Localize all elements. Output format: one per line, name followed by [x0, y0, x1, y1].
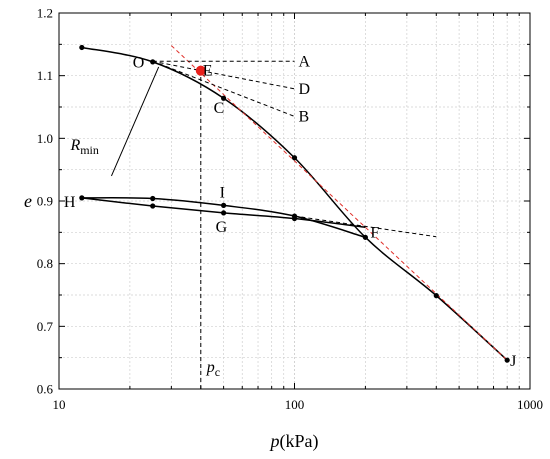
data-point: [221, 210, 227, 216]
data-point: [291, 155, 298, 161]
y-tick-label: 1.1: [37, 68, 53, 83]
data-point: [221, 202, 227, 208]
y-tick-label: 1.0: [37, 131, 53, 146]
annotation-Rmin: Rmin: [69, 137, 98, 157]
data-point: [79, 44, 85, 51]
data-point: [221, 95, 227, 101]
annotation-H: H: [64, 194, 76, 211]
y-tick-label: 0.6: [37, 382, 54, 397]
annotation-C: C: [214, 100, 225, 117]
data-point: [79, 195, 85, 201]
y-axis-label: e: [24, 191, 32, 211]
x-tick-label: 10: [53, 397, 66, 412]
y-tick-label: 1.2: [37, 6, 53, 21]
x-axis-label: p(kPa): [269, 431, 319, 452]
annotation-B: B: [299, 108, 310, 125]
y-tick-label: 0.7: [37, 319, 54, 334]
data-point: [291, 213, 298, 219]
annotation-I: I: [220, 184, 225, 201]
annotation-J: J: [510, 353, 516, 370]
x-tick-label: 1000: [517, 397, 543, 412]
data-point: [362, 234, 368, 240]
annotation-pc: pc: [206, 359, 220, 379]
data-point: [433, 293, 439, 299]
series-Rmin-line: [110, 66, 160, 177]
series-line-OB: [152, 60, 295, 117]
annotation-D: D: [299, 81, 311, 98]
annotation-G: G: [216, 219, 228, 236]
marker-layer: [79, 44, 510, 363]
y-tick-label: 0.9: [37, 194, 53, 209]
annotation-O: O: [133, 54, 145, 71]
data-point: [150, 59, 156, 65]
data-point: [504, 357, 510, 363]
y-tick-label: 0.8: [37, 256, 53, 271]
series-line-F: [294, 215, 437, 238]
x-axis-label-unit: (kPa): [280, 431, 319, 452]
annotation-A: A: [299, 53, 311, 70]
annotation-E: E: [203, 63, 213, 80]
annotation-F: F: [370, 224, 379, 241]
x-axis-label-symbol: p: [269, 431, 280, 451]
data-point: [150, 195, 156, 202]
axis-ticks: 0.6 0.7 0.8 0.9 1.0 1.1 1.2 10 100 1000: [37, 6, 543, 413]
point-E-marker: [195, 65, 206, 76]
annotation-layer: O E ADB C I G H F J Rmin pc: [64, 53, 517, 379]
data-point: [150, 203, 156, 209]
x-tick-label: 100: [285, 397, 305, 412]
series-line-OD: [152, 60, 295, 90]
grid: [59, 13, 530, 389]
